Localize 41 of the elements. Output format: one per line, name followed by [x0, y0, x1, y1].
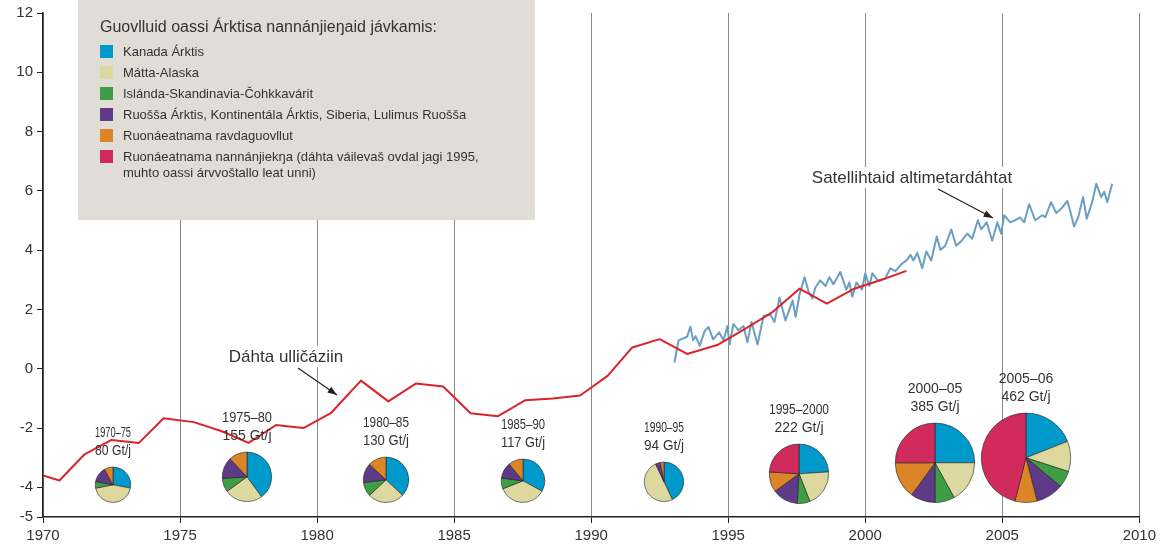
- chart-title: 1985–90: [501, 416, 545, 433]
- text: 80 Gt/j: [95, 442, 132, 459]
- legend-label: Islánda-Skandinavia-Čohkkavárit: [123, 86, 314, 102]
- chart-title: 1995–2000: [769, 401, 829, 418]
- chart-subtitle: 222 Gt/j: [774, 419, 824, 436]
- x-tick-label: 1985: [437, 526, 471, 544]
- legend-label: Ruonáeatnama ravdaguovllut: [123, 128, 293, 144]
- text: 1970–75: [95, 424, 132, 441]
- y-tick-label: 6: [24, 181, 33, 199]
- chart-title: 1975–80: [222, 409, 272, 426]
- legend-label: Mátta-Alaska: [123, 65, 199, 81]
- chart-subtitle: 385 Gt/j: [910, 398, 960, 415]
- y-tick-label: 0: [24, 358, 33, 376]
- y-tick-label: 4: [24, 240, 33, 258]
- chart-subtitle: 130 Gt/j: [363, 432, 409, 449]
- chart-title: 1990–95: [644, 419, 685, 436]
- annotation: Satellihtaid altimetardáhtat: [811, 168, 1013, 187]
- x-tick-label: 1975: [163, 526, 197, 544]
- y-tick-label: -5: [19, 507, 33, 525]
- y-tick-label: -4: [19, 477, 33, 495]
- chart-title: 2000–05: [907, 380, 963, 397]
- x-tick-label: 2005: [985, 526, 1019, 544]
- chart-subtitle: 94 Gt/j: [644, 437, 684, 454]
- x-tick-label: 2000: [848, 526, 882, 544]
- x-tick-label: 1980: [300, 526, 334, 544]
- chart-subtitle: 117 Gt/j: [501, 434, 545, 451]
- x-tick-label: 1990: [574, 526, 608, 544]
- legend-title: Guovlluid oassi Árktisa nannánjieŋaid jávkamis:: [100, 18, 439, 36]
- y-tick-label: 12: [16, 3, 33, 21]
- y-tick-label: 10: [16, 62, 33, 80]
- chart-title: 1980–85: [363, 414, 409, 431]
- y-tick-label: 8: [24, 121, 33, 139]
- legend-label: Ruonáeatnama nannánjiekŋa (dáhta váilevaš ovdal jagi 1995, muhto oassi árvvoštallo leat unni): [123, 149, 480, 181]
- y-tick-label: -2: [19, 418, 33, 436]
- x-tick-label: 1995: [711, 526, 745, 544]
- annotation: Dáhta ulličáziin: [228, 347, 344, 366]
- legend-label: Kanada Árktis: [123, 44, 204, 60]
- x-tick-label: 1970: [26, 526, 60, 544]
- x-tick-label: 2010: [1122, 526, 1156, 544]
- y-tick-label: 2: [24, 299, 33, 317]
- legend-label: Ruošša Árktis, Kontinentála Árktis, Siberia, Lulimus Ruošša: [123, 107, 467, 123]
